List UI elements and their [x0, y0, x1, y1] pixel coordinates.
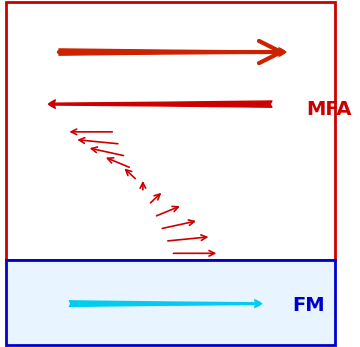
- Text: FM: FM: [292, 296, 325, 315]
- Text: MFA: MFA: [306, 100, 351, 119]
- FancyBboxPatch shape: [6, 2, 336, 260]
- FancyBboxPatch shape: [6, 260, 336, 345]
